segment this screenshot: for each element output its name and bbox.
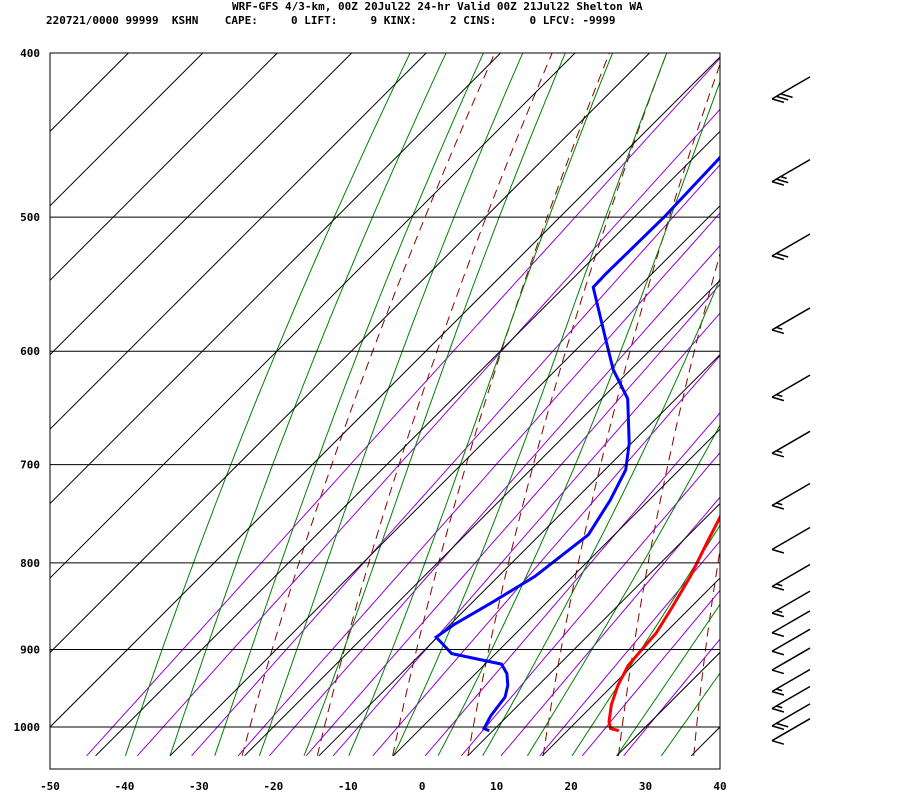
wind-barb (771, 610, 811, 638)
isotherm-line (541, 577, 720, 757)
isotherm-line (50, 53, 279, 282)
moist-adiabat-line (437, 80, 720, 757)
isotherm-line (467, 502, 720, 757)
isotherm-line (690, 726, 720, 757)
moist-adiabat-line (303, 53, 566, 756)
sounding-header: WRF-GFS 4/3-km, 00Z 20Jul22 24-hr Valid … (0, 0, 900, 34)
moist-adiabat-line (660, 672, 720, 757)
isotherm-line (50, 53, 576, 579)
dry-adiabat-line (769, 44, 899, 756)
moist-adiabat-line (616, 603, 720, 757)
moist-adiabat-line (169, 53, 447, 756)
wind-barb (771, 482, 811, 510)
dry-adiabat-line (542, 62, 720, 756)
isotherm-line (50, 53, 427, 430)
mixing-ratio-line (623, 638, 720, 757)
mixing-ratio-line (424, 412, 720, 757)
mixing-ratio-line (332, 312, 720, 757)
isotherm-line (95, 130, 720, 757)
x-tick-label: -50 (40, 780, 60, 793)
dewpoint-profile-line (433, 155, 720, 733)
dry-adiabat-line (316, 53, 553, 756)
wind-barb-column (771, 76, 811, 745)
wind-barb (771, 430, 811, 458)
x-tick-label: -30 (189, 780, 209, 793)
mixing-ratio-line (191, 164, 720, 757)
y-tick-label: 400 (20, 47, 40, 60)
mixing-ratio-line (581, 589, 720, 757)
wind-barb (771, 563, 811, 591)
dry-adiabat-line (467, 53, 668, 756)
wind-barb (771, 703, 811, 731)
moist-adiabat-line (526, 424, 720, 757)
isotherm-line (50, 53, 651, 654)
wind-barb (771, 158, 811, 186)
wind-barb (771, 374, 811, 402)
isotherm-line (393, 428, 720, 757)
mixing-ratio-line (539, 540, 720, 757)
isotherm-line (244, 279, 720, 757)
dry-adiabat-line (617, 251, 720, 756)
dry-adiabat-line (392, 53, 610, 756)
plot-area-background (50, 53, 720, 769)
wind-barb (771, 590, 811, 618)
x-tick-label: -10 (338, 780, 358, 793)
dry-adiabat-line (241, 53, 496, 756)
wind-barb (771, 668, 811, 696)
dry-adiabat-line (844, 44, 900, 756)
mixing-ratio-line (137, 108, 720, 757)
temperature-profile-line (607, 513, 720, 733)
moist-adiabat-line (258, 53, 524, 756)
wind-barb (771, 628, 811, 656)
y-tick-label: 900 (20, 643, 40, 656)
mixing-ratio-line (86, 57, 720, 757)
x-tick-label: 10 (490, 780, 503, 793)
moist-adiabat-line (482, 277, 720, 757)
wind-barb (771, 718, 811, 745)
mixing-ratio-line (372, 354, 720, 757)
wind-barb (771, 307, 811, 335)
isotherm-line (50, 53, 204, 207)
wind-barb (771, 647, 811, 675)
x-tick-label: -20 (263, 780, 283, 793)
mixing-ratio-line (500, 496, 720, 757)
wind-barb (771, 233, 811, 261)
x-tick-label: 30 (639, 780, 652, 793)
moist-adiabat-line (214, 53, 484, 756)
mixing-ratio-line (305, 283, 720, 757)
mixing-ratio-line (237, 212, 720, 757)
y-tick-label: 700 (20, 459, 40, 472)
background-lines (86, 44, 900, 757)
x-tick-label: 0 (419, 780, 426, 793)
axis-tick-labels: -50 -40 -30 -20 -10 0 10 20 30 40 400 500 600 700 800 9… (14, 47, 727, 793)
moist-adiabat-line (392, 53, 668, 757)
isotherm-line (50, 53, 502, 505)
y-tick-label: 1000 (14, 721, 41, 734)
header-indices-line: 220721/0000 99999 KSHN CAPE: 0 LIFT: 9 K… (46, 14, 616, 27)
y-tick-label: 600 (20, 345, 40, 358)
header-title-line: WRF-GFS 4/3-km, 00Z 20Jul22 24-hr Valid … (232, 0, 643, 13)
moist-adiabat-line (348, 53, 614, 756)
x-tick-label: -40 (115, 780, 135, 793)
wind-barb (771, 76, 811, 104)
dry-adiabat-line (693, 547, 720, 756)
isotherm-line (50, 56, 720, 728)
mixing-ratio-line (460, 452, 720, 757)
wind-barb (771, 526, 811, 554)
sounding-profiles (433, 155, 720, 733)
y-tick-label: 500 (20, 211, 40, 224)
y-tick-label: 800 (20, 557, 40, 570)
wind-barb (771, 685, 811, 713)
x-tick-label: 40 (713, 780, 726, 793)
isotherm-line (169, 205, 720, 757)
isotherm-line (50, 53, 353, 356)
x-tick-label: 20 (564, 780, 577, 793)
